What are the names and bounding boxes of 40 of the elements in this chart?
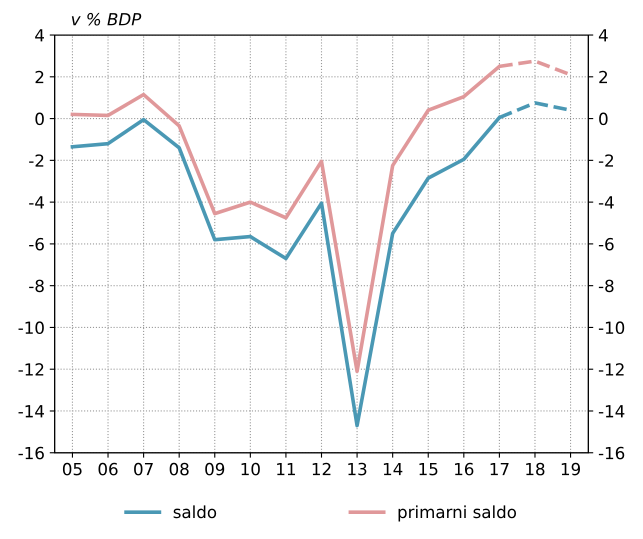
x-tick-label: 05 (62, 462, 82, 476)
y-tick-label: -16 (18, 446, 44, 460)
y-tick-label: -12 (18, 363, 44, 376)
y2-tick-label: -16 (598, 446, 624, 460)
y-tick-label: -2 (29, 154, 44, 167)
x-tick-label: 16 (455, 462, 474, 476)
y-tick-label: -4 (29, 196, 44, 208)
x-tick-label: 06 (98, 462, 118, 476)
y2-tick-label: 4 (598, 29, 608, 42)
x-tick-label: 15 (419, 462, 438, 476)
x-tick-label: 19 (562, 462, 580, 476)
x-tick-label: 07 (134, 462, 153, 476)
x-tick-label: 18 (526, 462, 544, 476)
x-tick-label: 17 (490, 462, 509, 476)
x-tick-label: 12 (312, 462, 330, 476)
legend-label: saldo (174, 505, 216, 518)
y2-tick-label: -8 (598, 280, 614, 292)
x-tick-label: 09 (205, 462, 224, 476)
y2-tick-label: -14 (598, 405, 624, 418)
y-tick-label: -8 (29, 280, 44, 292)
y2-tick-label: 0 (599, 112, 608, 126)
x-tick-label: 10 (242, 462, 260, 476)
x-tick-label: 08 (170, 462, 189, 476)
x-tick-label: 14 (384, 462, 402, 476)
y2-tick-label: -12 (598, 363, 624, 376)
y-tick-label: 4 (35, 29, 44, 42)
y2-tick-label: -10 (598, 321, 624, 334)
y-tick-label: -6 (29, 238, 44, 250)
x-tick-label: 11 (277, 462, 295, 476)
y2-tick-label: -6 (598, 238, 614, 250)
legend-label: primarni saldo (398, 505, 516, 522)
y-tick-label: 0 (35, 112, 44, 126)
y2-tick-label: 2 (599, 70, 607, 84)
y-tick-label: -14 (18, 405, 44, 418)
y2-tick-label: -4 (598, 196, 614, 208)
y-tick-label: -10 (18, 321, 44, 334)
x-tick-label: 13 (348, 462, 366, 476)
y-axis-title: v % BDP (72, 12, 142, 26)
y2-tick-label: -2 (598, 154, 614, 167)
y-tick-label: 2 (36, 70, 44, 84)
